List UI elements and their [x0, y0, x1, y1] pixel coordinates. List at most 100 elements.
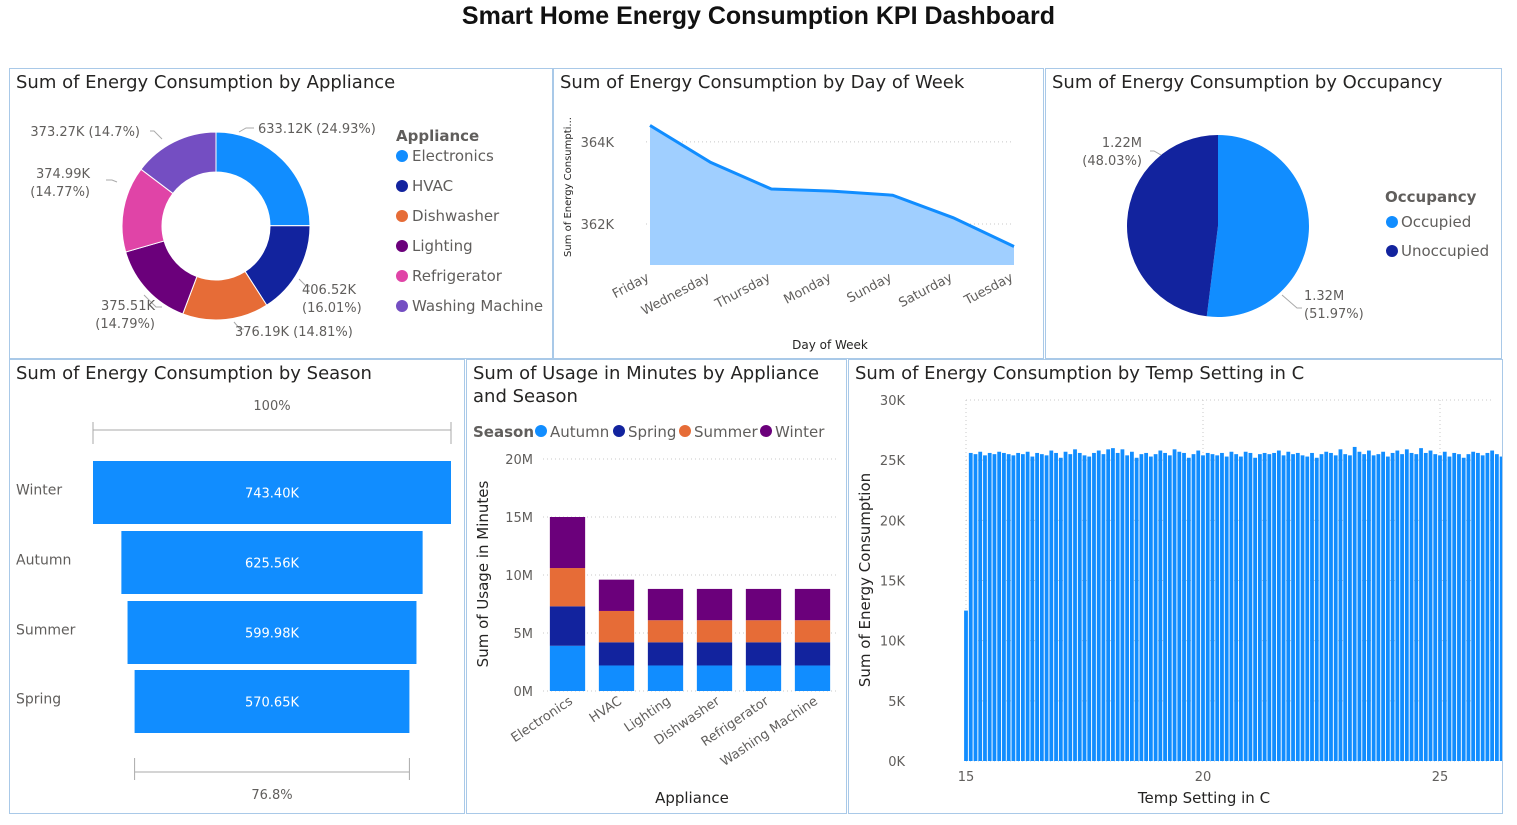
- x-tick-label: 25: [1432, 770, 1449, 785]
- legend-item: Washing Machine: [412, 297, 543, 315]
- stack-segment-spring: [794, 642, 831, 666]
- data-label: (14.79%): [95, 317, 155, 332]
- temp-bar: [1068, 454, 1073, 761]
- y-tick-label: 20M: [505, 453, 533, 468]
- day-of-week-panel[interactable]: Sum of Energy Consumption by Day of Week…: [553, 68, 1044, 359]
- legend-item: Dishwasher: [412, 207, 500, 225]
- temp-bar: [1428, 450, 1433, 761]
- data-label: 633.12K (24.93%): [258, 122, 376, 137]
- appliance-donut-panel[interactable]: Sum of Energy Consumption by Appliance 6…: [9, 68, 553, 359]
- temp-bar: [1352, 446, 1357, 761]
- temp-bar: [1120, 449, 1125, 761]
- temp-bar: [1115, 452, 1120, 761]
- legend-marker: [396, 300, 408, 312]
- temp-bar: [1182, 452, 1186, 761]
- temp-bar: [1400, 454, 1404, 761]
- y-tick-label: 15M: [505, 511, 533, 526]
- funnel-value-label: 743.40K: [245, 487, 299, 502]
- legend-item: Electronics: [412, 147, 494, 165]
- legend-item: Lighting: [412, 237, 473, 255]
- legend-marker: [1386, 245, 1398, 257]
- x-tick-label: Tuesday: [961, 270, 1016, 309]
- stack-segment-summer: [745, 620, 782, 643]
- occupancy-pie-chart[interactable]: 1.32M (51.97%) 1.22M (48.03%) Occupancy Occup…: [1046, 69, 1501, 358]
- x-axis-title: Temp Setting in C: [1137, 789, 1270, 807]
- usage-stacked-panel[interactable]: Sum of Usage in Minutes by Appliance and…: [466, 359, 847, 814]
- funnel-bar-summer: [127, 601, 417, 664]
- funnel-category-label: Spring: [16, 692, 61, 708]
- temp-bar: [1385, 456, 1390, 761]
- funnel-value-label: 599.98K: [245, 627, 299, 642]
- legend-item: HVAC: [412, 177, 453, 195]
- temp-bar: [1087, 456, 1092, 761]
- stack-segment-autumn: [549, 645, 586, 691]
- occupancy-panel[interactable]: Sum of Energy Consumption by Occupancy 1…: [1045, 68, 1502, 359]
- legend-marker: [396, 150, 408, 162]
- temp-setting-bar-chart[interactable]: 0K 5K 10K 15K 20K 25K 30K 15 20 25 Temp Setting in…: [849, 360, 1502, 813]
- legend-marker: [760, 425, 772, 437]
- legend-marker: [396, 210, 408, 222]
- usage-stacked-bar-chart[interactable]: Season Autumn Spring Summer Winter 0M 5M 10M 15M…: [467, 360, 846, 813]
- temp-setting-panel[interactable]: Sum of Energy Consumption by Temp Settin…: [848, 359, 1503, 814]
- y-tick-label: 362K: [581, 218, 615, 233]
- x-tick-label: Friday: [610, 270, 652, 302]
- season-funnel-chart[interactable]: 100%743.40KWinter625.56KAutumn599.98KSum…: [10, 360, 464, 813]
- x-tick-label: Thursday: [712, 270, 774, 312]
- y-tick-label: 5M: [514, 627, 534, 642]
- funnel-category-label: Winter: [16, 483, 62, 499]
- leader-line: [143, 294, 162, 308]
- leader-line: [1281, 294, 1302, 309]
- data-label: 375.51K: [101, 299, 155, 314]
- data-label: (16.01%): [302, 301, 362, 316]
- x-axis-title: Appliance: [655, 789, 729, 807]
- temp-bar: [1092, 452, 1096, 761]
- temp-bar: [1338, 449, 1343, 761]
- data-label: (14.77%): [30, 185, 90, 200]
- data-label: 1.22M: [1102, 136, 1142, 151]
- temp-bar: [1272, 452, 1276, 761]
- appliance-donut-chart[interactable]: 633.12K (24.93%) 406.52K (16.01%) 376.19K (…: [10, 69, 552, 358]
- temp-bar: [1414, 454, 1419, 761]
- funnel-value-label: 625.56K: [245, 557, 299, 572]
- panel-title: Sum of Usage in Minutes by Appliance and…: [473, 362, 819, 408]
- x-tick-label: Electronics: [509, 694, 576, 746]
- temp-bar: [1111, 448, 1115, 761]
- temp-bar: [1333, 455, 1338, 761]
- stack-segment-winter: [696, 588, 733, 621]
- stack-segment-autumn: [696, 665, 733, 691]
- temp-bar: [983, 455, 987, 761]
- temp-bar: [1276, 450, 1281, 761]
- area-fill: [650, 125, 1014, 265]
- temp-bar: [1281, 455, 1286, 761]
- funnel-value-label: 570.65K: [245, 696, 299, 711]
- x-tick-label: 20: [1195, 770, 1212, 785]
- pie-slice-occupied: [1206, 135, 1309, 317]
- temp-bar: [1125, 455, 1130, 761]
- stack-segment-summer: [696, 620, 733, 643]
- legend-marker: [396, 270, 408, 282]
- temp-bar: [1101, 454, 1106, 761]
- temp-bar: [1239, 456, 1243, 761]
- temp-bar: [1006, 454, 1011, 761]
- season-funnel-panel[interactable]: Sum of Energy Consumption by Season 100%…: [9, 359, 465, 814]
- temp-bar: [1286, 451, 1291, 761]
- legend-item: Spring: [628, 423, 676, 441]
- temp-bar: [1220, 452, 1224, 761]
- y-axis-title: Sum of Energy Consumpti...: [563, 117, 574, 257]
- temp-bar: [1476, 452, 1480, 761]
- y-tick-label: 10K: [880, 635, 906, 650]
- temp-bar: [1267, 454, 1272, 761]
- temp-bar: [1371, 455, 1376, 761]
- area-line: [649, 124, 1015, 248]
- temp-bar: [1442, 451, 1447, 761]
- y-tick-label: 15K: [880, 575, 906, 590]
- temp-bar: [1381, 451, 1386, 761]
- x-tick-label: Sunday: [845, 270, 895, 306]
- data-label: 376.19K (14.81%): [235, 325, 353, 340]
- legend-item: Occupied: [1401, 213, 1471, 231]
- temp-bar: [1494, 454, 1499, 761]
- legend-title: Occupancy: [1385, 188, 1477, 206]
- temp-bar: [1139, 454, 1144, 761]
- temp-bar: [1324, 451, 1329, 761]
